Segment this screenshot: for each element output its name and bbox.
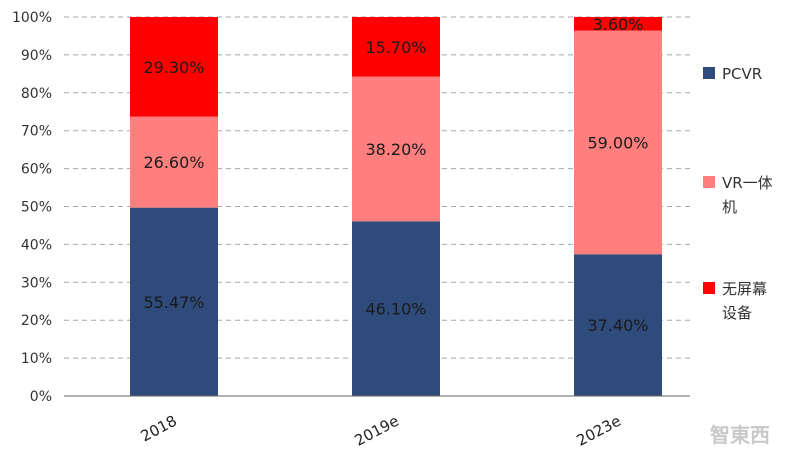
- data-label: 38.20%: [365, 140, 426, 159]
- data-label: 15.70%: [365, 38, 426, 57]
- legend-label: 机: [722, 198, 737, 216]
- bar-segment: [130, 17, 218, 117]
- bar-segment: [574, 17, 662, 31]
- y-tick-label: 90%: [21, 48, 52, 64]
- data-label: 37.40%: [587, 316, 648, 335]
- y-tick-label: 40%: [21, 237, 52, 253]
- x-tick-label: 2019e: [352, 412, 402, 450]
- bar-segment: [352, 17, 440, 77]
- bar-segment: [130, 116, 218, 208]
- data-label: 55.47%: [143, 293, 204, 312]
- y-axis-ticks: 0% 10% 20% 30% 40% 50% 60% 70% 80% 90% 100%: [12, 10, 52, 405]
- data-label: 46.10%: [365, 300, 426, 319]
- x-tick-label: 2023e: [574, 412, 624, 450]
- bar-segment: [574, 254, 662, 396]
- legend-label: 设备: [722, 304, 752, 322]
- data-label: 3.60%: [593, 15, 644, 34]
- watermark-text: 智東西: [710, 423, 770, 447]
- y-tick-label: 60%: [21, 162, 52, 178]
- y-tick-label: 10%: [21, 351, 52, 367]
- bar-segment: [352, 76, 440, 222]
- legend-swatch: [703, 67, 715, 79]
- legend-label: PCVR: [722, 65, 762, 83]
- data-label: 59.00%: [587, 133, 648, 152]
- legend-swatch: [703, 282, 715, 294]
- x-axis-ticks: 2018 2019e 2023e: [138, 412, 624, 450]
- y-tick-label: 80%: [21, 86, 52, 102]
- y-tick-label: 30%: [21, 275, 52, 291]
- bar-segment: [352, 221, 440, 396]
- data-label: 29.30%: [143, 58, 204, 77]
- data-label: 26.60%: [143, 153, 204, 172]
- legend-label: VR一体: [722, 174, 773, 192]
- legend-swatch: [703, 176, 715, 188]
- legend-label: 无屏幕: [722, 280, 767, 298]
- bar-segment: [574, 30, 662, 255]
- y-tick-label: 20%: [21, 313, 52, 329]
- bars: 55.47% 26.60% 29.30% 46.10% 38.20% 15.70% 37.4…: [130, 15, 662, 396]
- watermark: 智東西: [710, 423, 770, 447]
- y-tick-label: 0%: [30, 389, 52, 405]
- y-tick-label: 100%: [12, 10, 52, 26]
- bar-segment: [130, 207, 218, 396]
- y-tick-label: 70%: [21, 124, 52, 140]
- y-tick-label: 50%: [21, 200, 52, 216]
- x-tick-label: 2018: [138, 412, 180, 446]
